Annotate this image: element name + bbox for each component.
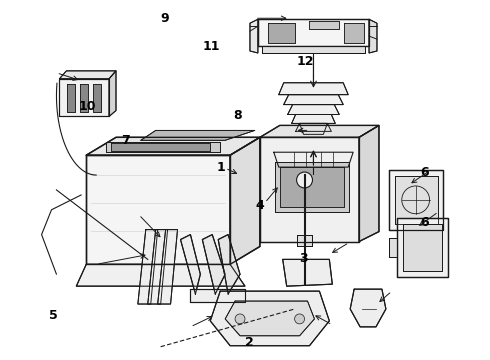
Polygon shape [141, 130, 255, 140]
Polygon shape [280, 167, 344, 207]
Polygon shape [397, 218, 448, 277]
Polygon shape [80, 84, 88, 112]
Text: 6: 6 [420, 166, 429, 179]
Polygon shape [310, 21, 339, 29]
Text: 11: 11 [202, 40, 220, 53]
Polygon shape [268, 23, 294, 43]
Polygon shape [225, 301, 315, 336]
Polygon shape [230, 137, 260, 264]
Polygon shape [284, 95, 343, 105]
Polygon shape [359, 125, 379, 242]
Polygon shape [210, 291, 329, 346]
Polygon shape [111, 143, 210, 151]
Polygon shape [250, 19, 258, 53]
Text: 2: 2 [245, 336, 254, 349]
Polygon shape [389, 238, 397, 257]
Circle shape [296, 172, 313, 188]
Polygon shape [158, 230, 177, 304]
Circle shape [294, 314, 305, 324]
Text: 7: 7 [122, 134, 130, 147]
Polygon shape [148, 230, 168, 304]
Polygon shape [344, 23, 364, 43]
Text: 4: 4 [255, 198, 264, 212]
Polygon shape [258, 19, 369, 46]
Text: 6: 6 [420, 216, 429, 229]
Polygon shape [202, 235, 225, 294]
Polygon shape [59, 79, 109, 117]
Text: 3: 3 [299, 252, 308, 265]
Polygon shape [369, 19, 377, 53]
Polygon shape [86, 155, 230, 264]
Polygon shape [260, 125, 379, 137]
Polygon shape [262, 46, 365, 53]
Polygon shape [299, 123, 327, 134]
Polygon shape [76, 264, 245, 286]
Polygon shape [93, 84, 101, 112]
Text: 5: 5 [49, 309, 57, 322]
Polygon shape [279, 83, 348, 95]
Polygon shape [274, 152, 353, 167]
Polygon shape [292, 114, 335, 123]
Polygon shape [288, 105, 339, 114]
Text: 1: 1 [216, 161, 225, 174]
Polygon shape [138, 230, 158, 304]
Polygon shape [296, 235, 313, 247]
Text: 8: 8 [233, 109, 242, 122]
Circle shape [235, 314, 245, 324]
Polygon shape [106, 142, 220, 152]
Polygon shape [109, 71, 116, 117]
Polygon shape [68, 84, 75, 112]
Polygon shape [395, 176, 438, 224]
Polygon shape [59, 71, 116, 79]
Polygon shape [191, 289, 245, 302]
Polygon shape [403, 224, 442, 271]
Polygon shape [283, 260, 332, 286]
Polygon shape [389, 170, 443, 230]
Polygon shape [295, 123, 331, 131]
Polygon shape [86, 137, 260, 155]
Polygon shape [350, 289, 386, 327]
Text: 9: 9 [160, 12, 169, 25]
Polygon shape [180, 235, 200, 294]
Polygon shape [275, 162, 349, 212]
Text: 10: 10 [78, 100, 96, 113]
Text: 12: 12 [297, 55, 315, 68]
Polygon shape [260, 137, 359, 242]
Polygon shape [218, 235, 240, 294]
